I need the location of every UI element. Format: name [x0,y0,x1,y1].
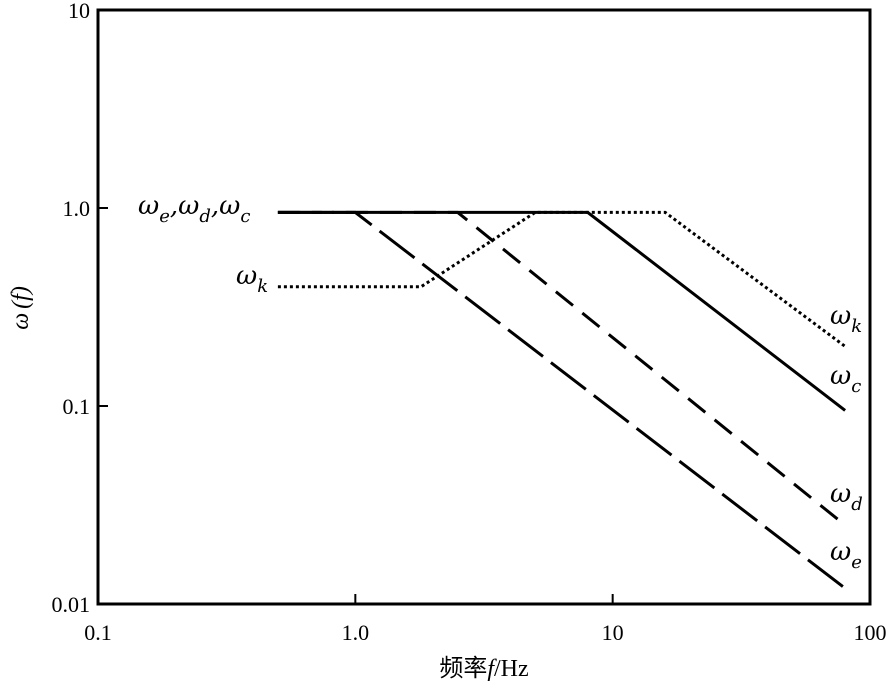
label-omega-d-right: ωd [830,479,863,515]
x-tick-label: 1.0 [342,620,370,645]
y-tick-label: 1.0 [63,196,91,221]
label-omega-k-left: ωk [236,261,268,297]
y-tick-label: 10 [68,0,90,23]
y-axis-ticks: 0.01 0.1 1.0 10 [52,0,108,617]
series-lines [277,210,847,590]
x-axis-title: 频率f/Hz [439,655,528,682]
label-omega-k-right: ωk [830,301,862,337]
series-line-ωk [277,210,846,348]
label-omega-e-right: ωe [830,537,862,573]
y-axis-title: ω(f) [8,286,34,330]
series-line-ωc [277,210,847,412]
plot-frame [96,8,872,606]
y-tick-label: 0.1 [63,394,91,419]
y-tick-label: 0.01 [52,592,91,617]
label-omega-c-right: ωc [830,361,861,397]
series-line-ωe [277,210,847,590]
x-tick-label: 0.1 [84,620,112,645]
x-axis-ticks: 0.1 1.0 10 100 [84,594,887,645]
label-shared-ecd: ωe,ωd,ωc [138,191,250,227]
x-tick-label: 100 [854,620,887,645]
series-line-ωd [277,210,847,527]
x-tick-label: 10 [602,620,624,645]
